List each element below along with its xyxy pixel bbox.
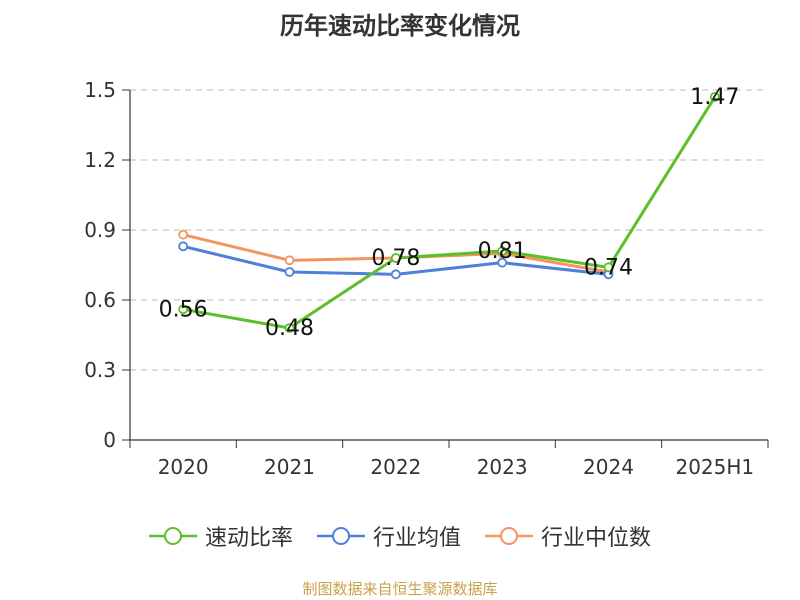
data-point <box>497 257 508 268</box>
x-tick-label: 2021 <box>264 455 315 479</box>
data-label: 0.56 <box>159 297 208 322</box>
data-label: 0.78 <box>371 246 420 271</box>
data-point <box>284 267 295 277</box>
data-point <box>284 255 295 266</box>
legend: 速动比率 行业均值 行业中位数 <box>0 520 800 552</box>
data-point <box>178 229 189 240</box>
legend-item-industry-median[interactable]: 行业中位数 <box>485 520 651 552</box>
source-note: 制图数据来自恒生聚源数据库 <box>302 580 498 598</box>
y-tick-label: 1.5 <box>84 78 116 102</box>
x-tick-label: 2024 <box>583 455 634 479</box>
data-point <box>178 241 189 252</box>
legend-label: 行业均值 <box>372 526 461 551</box>
legend-item-quick-ratio[interactable]: 速动比率 <box>148 520 293 552</box>
x-tick-label: 2022 <box>370 455 421 479</box>
line-chart: 0 0.3 0.6 0.9 1.2 1.5 2020 2021 2022 2023 2024 2025… <box>84 78 769 479</box>
y-tick-label: 0.9 <box>84 218 116 242</box>
legend-line-icon <box>316 527 365 545</box>
data-point <box>390 269 401 280</box>
data-point <box>178 304 189 315</box>
series-line <box>182 96 717 330</box>
data-point <box>603 262 614 273</box>
data-label: 1.47 <box>690 85 739 110</box>
data-point <box>709 92 720 102</box>
data-label: 0.74 <box>584 255 633 280</box>
legend-label: 行业中位数 <box>541 526 652 551</box>
legend-item-industry-mean[interactable]: 行业均值 <box>316 520 461 552</box>
chart-title: 历年速动比率变化情况 <box>280 12 520 40</box>
y-tick-label: 0.6 <box>84 288 116 312</box>
data-label: 0.81 <box>478 239 527 264</box>
data-point <box>497 246 508 256</box>
y-tick-label: 0 <box>103 428 116 452</box>
y-tick-label: 0.3 <box>84 358 116 382</box>
data-label: 0.48 <box>265 316 314 341</box>
x-tick-label: 2023 <box>477 455 528 479</box>
x-tick-label: 2020 <box>158 455 209 479</box>
data-point <box>284 323 295 333</box>
x-tick-label: 2025H1 <box>675 455 754 479</box>
y-tick-label: 1.2 <box>84 148 116 172</box>
legend-line-icon <box>485 527 533 545</box>
data-point <box>390 253 401 263</box>
legend-label: 速动比率 <box>204 526 293 551</box>
legend-line-icon <box>148 527 197 545</box>
